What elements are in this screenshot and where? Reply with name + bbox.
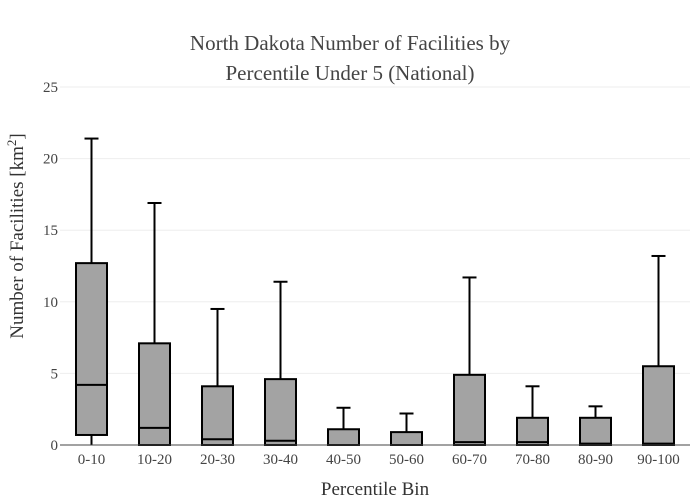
y-tick-label: 25 bbox=[43, 80, 58, 96]
box-group-40-50 bbox=[327, 406, 360, 446]
y-tick-labels: 0 5 10 15 20 25 bbox=[43, 80, 58, 454]
x-tick-label: 70-80 bbox=[515, 452, 550, 468]
box-iqr bbox=[453, 373, 486, 446]
box-iqr bbox=[390, 431, 423, 446]
box-iqr bbox=[327, 428, 360, 446]
y-tick-label: 10 bbox=[43, 295, 58, 311]
chart-title-line-2: Percentile Under 5 (National) bbox=[226, 61, 475, 85]
box-group-30-40 bbox=[264, 280, 297, 446]
x-axis-title: Percentile Bin bbox=[321, 479, 430, 500]
x-tick-label: 10-20 bbox=[137, 452, 172, 468]
x-tick-label: 60-70 bbox=[452, 452, 487, 468]
box-group-50-60 bbox=[390, 412, 423, 446]
x-tick-label: 90-100 bbox=[637, 452, 680, 468]
chart-title-line-1: North Dakota Number of Facilities by bbox=[190, 31, 511, 55]
x-tick-label: 0-10 bbox=[78, 452, 106, 468]
box-group-20-30 bbox=[201, 307, 234, 446]
y-tick-label: 0 bbox=[51, 438, 59, 454]
x-tick-label: 40-50 bbox=[326, 452, 361, 468]
box-iqr bbox=[75, 262, 108, 436]
box-iqr bbox=[138, 342, 171, 446]
y-axis-title-superscript: 2 bbox=[4, 140, 19, 147]
y-axis-title-end: ] bbox=[7, 133, 28, 139]
y-axis-title-main: Number of Facilities [km bbox=[7, 146, 28, 339]
y-tick-label: 5 bbox=[51, 366, 59, 382]
grid-lines bbox=[60, 86, 690, 374]
box-group-60-70 bbox=[453, 276, 486, 446]
box-group-90-100 bbox=[642, 254, 675, 446]
x-tick-label: 80-90 bbox=[578, 452, 613, 468]
box-group-80-90 bbox=[579, 405, 612, 446]
box-iqr bbox=[516, 416, 549, 446]
y-tick-label: 20 bbox=[43, 152, 58, 168]
x-tick-label: 20-30 bbox=[200, 452, 235, 468]
box-iqr bbox=[642, 365, 675, 446]
box-iqr bbox=[264, 378, 297, 446]
box-group-10-20 bbox=[138, 201, 171, 446]
y-axis-title: Number of Facilities [km2] bbox=[4, 133, 28, 338]
box-series bbox=[75, 137, 675, 446]
x-tick-label: 30-40 bbox=[263, 452, 298, 468]
box-group-70-80 bbox=[516, 385, 549, 446]
y-tick-label: 15 bbox=[43, 223, 58, 239]
box-iqr bbox=[201, 385, 234, 446]
x-tick-labels: 0-10 10-20 20-30 30-40 40-50 50-60 60-70 70-80 8… bbox=[78, 452, 680, 468]
x-tick-label: 50-60 bbox=[389, 452, 424, 468]
box-group-0-10 bbox=[75, 137, 108, 445]
box-iqr bbox=[579, 416, 612, 446]
